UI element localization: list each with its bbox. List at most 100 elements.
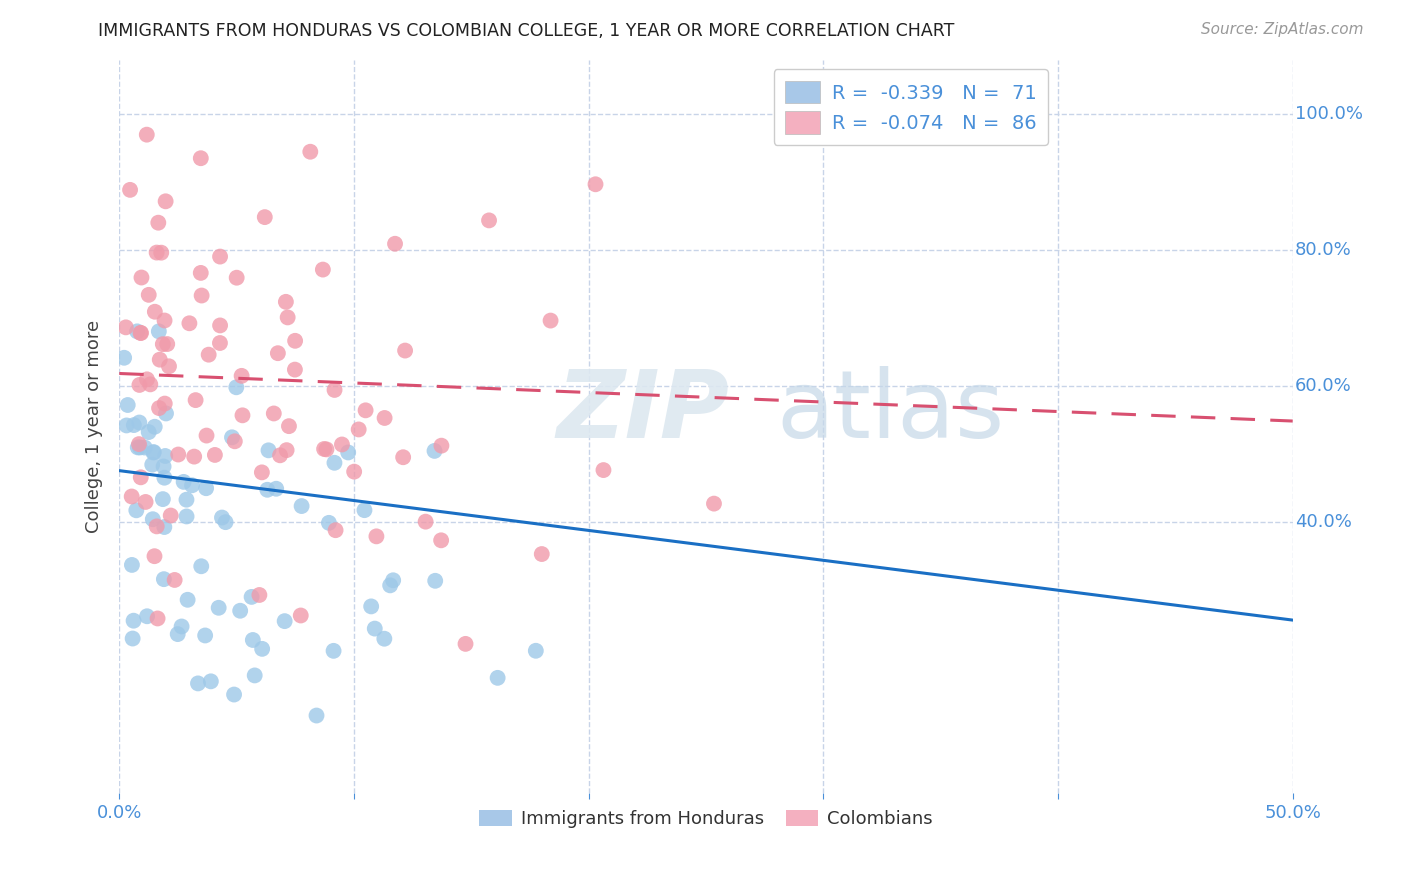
Point (353, 503, 375, 517)
Point (155, 194, 177, 209)
Point (148, 401, 170, 416)
Point (415, 515, 437, 529)
Text: Source: ZipAtlas.com: Source: ZipAtlas.com (1201, 22, 1364, 37)
Point (242, 632, 264, 647)
Point (247, 588, 270, 602)
Point (256, 483, 278, 497)
Point (153, 396, 176, 410)
Point (323, 456, 346, 470)
Point (330, 437, 353, 451)
Point (263, 407, 285, 421)
Point (190, 559, 212, 574)
Point (148, 216, 170, 230)
Point (149, 352, 172, 367)
Text: 60.0%: 60.0% (1295, 376, 1351, 395)
Point (138, 425, 160, 439)
Point (143, 549, 166, 564)
Point (264, 482, 287, 496)
Point (135, 495, 157, 509)
Point (343, 465, 366, 479)
Point (430, 533, 453, 548)
Point (190, 266, 212, 280)
Point (176, 492, 198, 507)
Point (184, 393, 207, 408)
Point (115, 320, 138, 334)
Point (143, 419, 166, 434)
Point (378, 578, 401, 592)
Y-axis label: College, 1 year or more: College, 1 year or more (86, 320, 103, 533)
Point (200, 674, 222, 689)
Point (122, 418, 145, 433)
Point (540, 313, 562, 327)
Point (135, 128, 157, 142)
Point (141, 458, 163, 472)
Point (592, 463, 614, 477)
Point (115, 418, 138, 433)
Point (142, 445, 165, 459)
Text: ZIP: ZIP (557, 366, 730, 458)
Point (125, 503, 148, 517)
Legend: Immigrants from Honduras, Colombians: Immigrants from Honduras, Colombians (472, 803, 941, 836)
Point (221, 430, 243, 444)
Point (209, 250, 232, 264)
Point (156, 337, 179, 351)
Point (153, 471, 176, 485)
Point (524, 644, 547, 658)
Point (179, 316, 201, 330)
Point (190, 151, 212, 165)
Point (274, 294, 297, 309)
Point (250, 641, 273, 656)
Point (322, 644, 344, 658)
Point (208, 600, 231, 615)
Point (290, 608, 312, 623)
Point (122, 614, 145, 628)
Point (152, 459, 174, 474)
Point (121, 490, 143, 504)
Point (323, 383, 346, 397)
Point (394, 343, 416, 358)
Point (486, 671, 509, 685)
Point (187, 676, 209, 690)
Point (117, 398, 139, 412)
Point (129, 470, 152, 484)
Point (231, 409, 253, 423)
Point (273, 614, 295, 628)
Point (250, 466, 273, 480)
Point (231, 368, 253, 383)
Text: 80.0%: 80.0% (1295, 241, 1351, 259)
Point (291, 499, 314, 513)
Point (197, 348, 219, 362)
Point (392, 450, 415, 465)
Point (155, 407, 177, 421)
Point (253, 210, 276, 224)
Point (170, 619, 193, 633)
Point (354, 403, 377, 417)
Point (148, 324, 170, 338)
Point (157, 359, 180, 374)
Point (325, 523, 347, 537)
Point (176, 592, 198, 607)
Point (150, 245, 173, 260)
Text: 100.0%: 100.0% (1295, 105, 1362, 123)
Point (364, 622, 387, 636)
Point (167, 448, 190, 462)
Point (276, 443, 298, 458)
Point (209, 318, 232, 333)
Point (299, 145, 322, 159)
Point (142, 512, 165, 526)
Point (703, 497, 725, 511)
Point (229, 604, 252, 618)
Point (146, 611, 169, 625)
Point (173, 475, 195, 489)
Point (136, 609, 159, 624)
Point (163, 573, 186, 587)
Point (195, 481, 218, 495)
Point (129, 326, 152, 340)
Point (318, 516, 340, 530)
Point (129, 326, 152, 340)
Point (195, 428, 218, 442)
Text: atlas: atlas (776, 366, 1005, 458)
Point (425, 574, 447, 588)
Point (430, 439, 453, 453)
Point (284, 334, 307, 348)
